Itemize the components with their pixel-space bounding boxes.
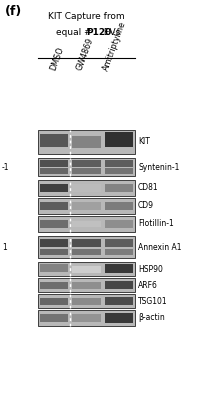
Bar (72, 248, 101, 255)
Text: equal #: equal # (56, 28, 95, 37)
Bar (72, 136, 101, 148)
Text: ARF6: ARF6 (138, 280, 158, 290)
Bar (38, 310, 135, 326)
Bar (105, 281, 133, 289)
Text: Flotillin-1: Flotillin-1 (138, 220, 174, 228)
Bar (40, 239, 68, 247)
Text: HSP90: HSP90 (138, 265, 163, 273)
Bar (72, 297, 101, 305)
Bar (40, 282, 68, 288)
Bar (72, 314, 101, 322)
Bar (38, 262, 135, 276)
Bar (105, 160, 133, 167)
Bar (105, 220, 133, 228)
Text: -1: -1 (2, 162, 10, 171)
Text: KIT: KIT (138, 137, 150, 147)
Bar (72, 282, 101, 288)
Bar (38, 198, 135, 214)
Bar (38, 294, 135, 308)
Text: CD81: CD81 (138, 184, 159, 192)
Text: 1: 1 (2, 243, 7, 252)
Bar (40, 264, 68, 272)
Bar (72, 168, 101, 174)
Bar (105, 297, 133, 305)
Text: β-actin: β-actin (138, 314, 165, 322)
Text: Amitriptyline: Amitriptyline (102, 20, 128, 72)
Bar (105, 202, 133, 210)
Text: DMSO: DMSO (49, 46, 65, 72)
Bar (38, 236, 135, 258)
Bar (40, 160, 68, 167)
Text: P120: P120 (86, 28, 111, 37)
Bar (105, 184, 133, 192)
Bar (40, 168, 68, 174)
Bar (105, 264, 133, 273)
Text: Syntenin-1: Syntenin-1 (138, 162, 179, 171)
Bar (105, 132, 133, 147)
Text: KIT Capture from: KIT Capture from (48, 12, 124, 21)
Bar (72, 160, 101, 167)
Bar (40, 220, 68, 228)
Text: (f): (f) (5, 5, 22, 18)
Bar (105, 168, 133, 174)
Text: GW4869: GW4869 (75, 37, 95, 72)
Bar (72, 184, 101, 192)
Bar (72, 265, 101, 273)
Text: CD9: CD9 (138, 201, 154, 211)
Bar (38, 158, 135, 176)
Text: Annexin A1: Annexin A1 (138, 243, 182, 252)
Bar (40, 202, 68, 210)
Bar (105, 313, 133, 323)
Bar (40, 184, 68, 192)
Bar (38, 216, 135, 232)
Bar (72, 221, 101, 227)
Bar (105, 248, 133, 255)
Text: TSG101: TSG101 (138, 297, 168, 305)
Bar (38, 130, 135, 154)
Bar (40, 248, 68, 255)
Bar (40, 314, 68, 322)
Bar (40, 134, 68, 147)
Bar (72, 239, 101, 247)
Bar (40, 297, 68, 305)
Bar (38, 180, 135, 196)
Bar (38, 278, 135, 292)
Text: EVs: EVs (101, 28, 120, 37)
Bar (105, 239, 133, 247)
Bar (72, 202, 101, 210)
